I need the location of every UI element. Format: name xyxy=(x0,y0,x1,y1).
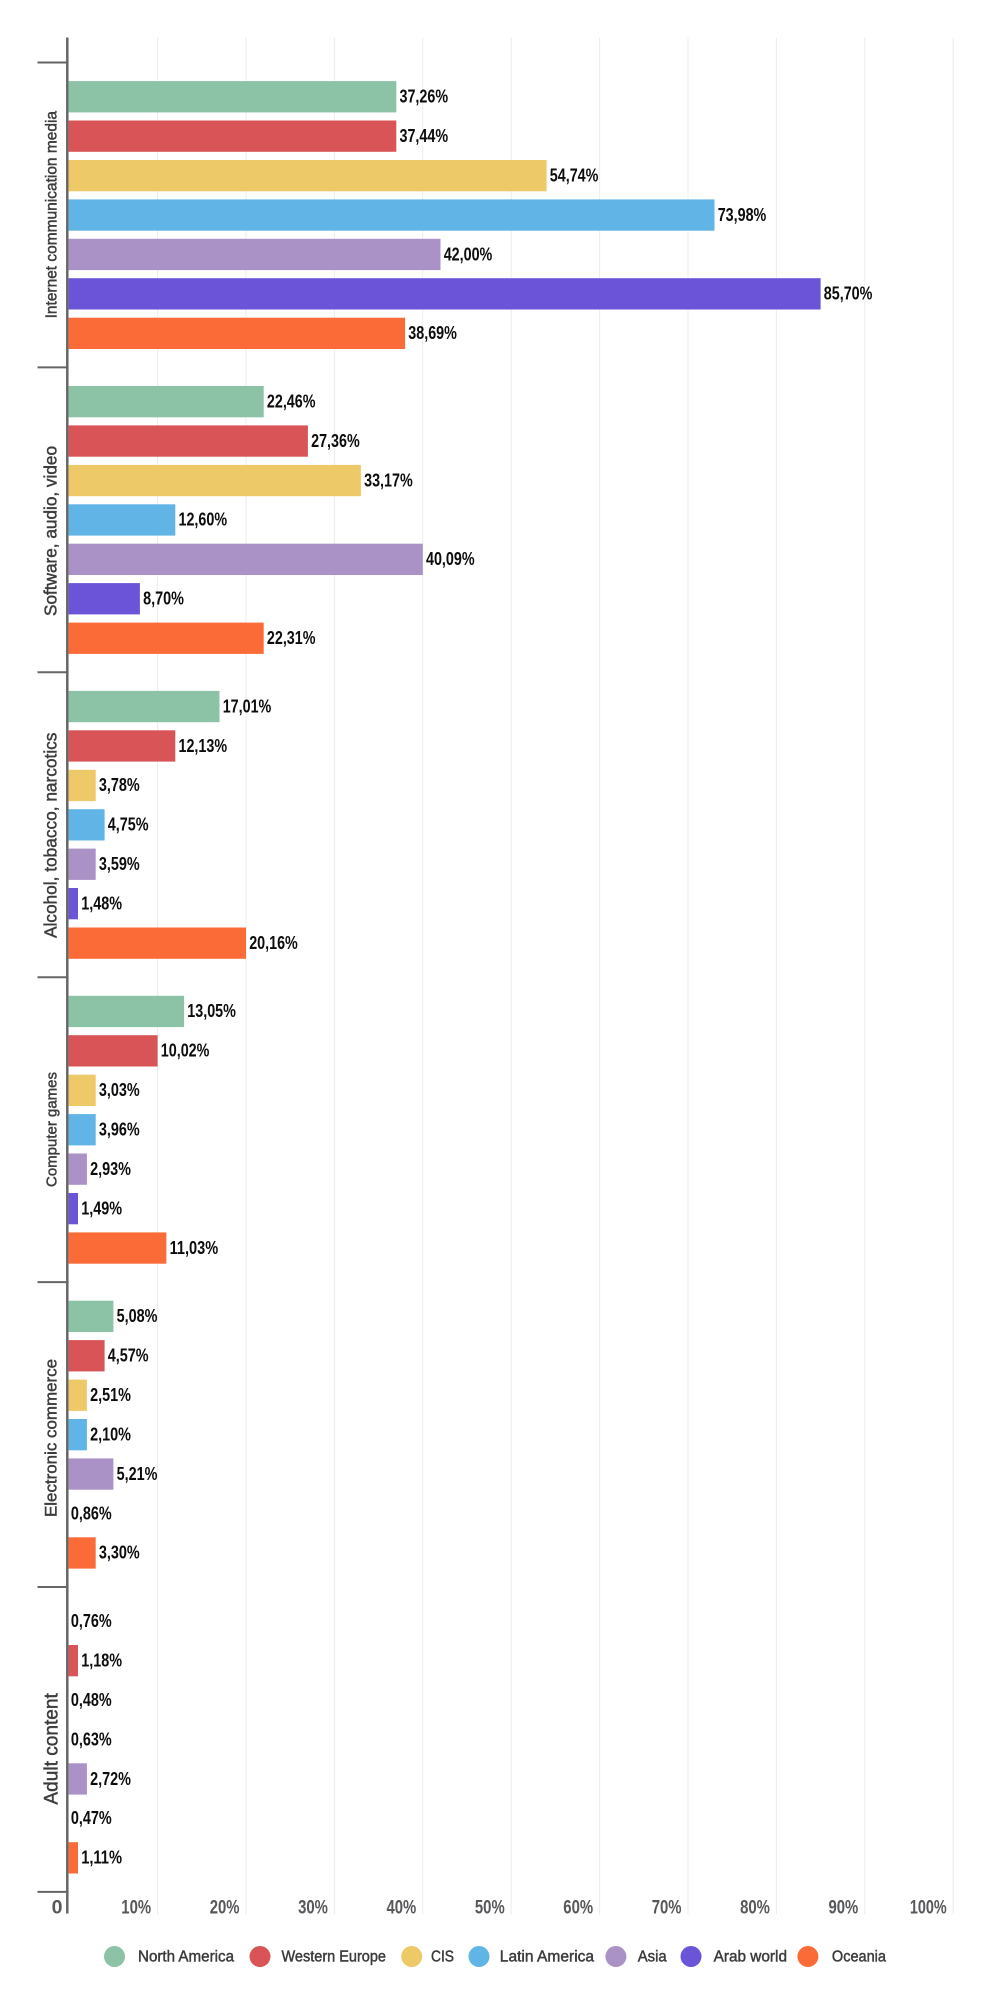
svg-text:1,48%: 1,48% xyxy=(81,893,122,914)
svg-text:0: 0 xyxy=(52,1897,63,1919)
svg-text:2,10%: 2,10% xyxy=(90,1423,131,1444)
svg-text:2,93%: 2,93% xyxy=(90,1158,131,1179)
svg-text:37,26%: 37,26% xyxy=(400,86,449,107)
svg-text:22,46%: 22,46% xyxy=(267,390,316,411)
svg-text:Software, audio, video: Software, audio, video xyxy=(41,446,61,616)
svg-text:0,76%: 0,76% xyxy=(71,1610,112,1631)
svg-text:5,21%: 5,21% xyxy=(117,1463,158,1484)
svg-text:Computer games: Computer games xyxy=(44,1072,61,1187)
svg-text:10,02%: 10,02% xyxy=(161,1040,210,1061)
svg-text:50%: 50% xyxy=(475,1898,505,1919)
svg-text:22,31%: 22,31% xyxy=(267,627,316,648)
svg-text:0,47%: 0,47% xyxy=(71,1807,112,1828)
svg-text:Western Europe: Western Europe xyxy=(282,1948,387,1965)
svg-text:11,03%: 11,03% xyxy=(170,1237,219,1258)
svg-text:40,09%: 40,09% xyxy=(426,548,475,569)
svg-text:Arab world: Arab world xyxy=(714,1948,787,1965)
svg-text:Asia: Asia xyxy=(638,1948,667,1965)
svg-text:3,03%: 3,03% xyxy=(99,1079,140,1100)
svg-text:4,75%: 4,75% xyxy=(108,814,149,835)
svg-text:12,13%: 12,13% xyxy=(179,735,228,756)
svg-text:60%: 60% xyxy=(563,1898,593,1919)
svg-text:20%: 20% xyxy=(210,1898,240,1919)
svg-text:10%: 10% xyxy=(121,1898,151,1919)
svg-text:Oceania: Oceania xyxy=(832,1948,886,1965)
svg-text:0,86%: 0,86% xyxy=(71,1502,112,1523)
svg-text:Adult content: Adult content xyxy=(42,1692,63,1804)
svg-text:80%: 80% xyxy=(740,1898,770,1919)
svg-text:5,08%: 5,08% xyxy=(117,1305,158,1326)
svg-text:12,60%: 12,60% xyxy=(179,509,228,530)
svg-text:1,18%: 1,18% xyxy=(81,1650,122,1671)
svg-text:20,16%: 20,16% xyxy=(249,932,298,953)
svg-text:90%: 90% xyxy=(829,1898,859,1919)
svg-text:Alcohol, tobacco, narcotics: Alcohol, tobacco, narcotics xyxy=(41,732,61,938)
svg-text:1,11%: 1,11% xyxy=(81,1847,122,1868)
svg-text:100%: 100% xyxy=(910,1898,947,1919)
svg-text:4,57%: 4,57% xyxy=(108,1345,149,1366)
svg-text:70%: 70% xyxy=(652,1898,682,1919)
svg-text:Latin America: Latin America xyxy=(500,1948,595,1965)
svg-text:13,05%: 13,05% xyxy=(187,1000,236,1021)
svg-text:0,63%: 0,63% xyxy=(71,1728,112,1749)
svg-text:33,17%: 33,17% xyxy=(364,469,413,490)
svg-text:8,70%: 8,70% xyxy=(143,588,184,609)
svg-text:2,72%: 2,72% xyxy=(90,1768,131,1789)
svg-text:1,49%: 1,49% xyxy=(81,1197,122,1218)
svg-text:North America: North America xyxy=(138,1948,234,1965)
svg-text:37,44%: 37,44% xyxy=(400,125,449,146)
svg-text:2,51%: 2,51% xyxy=(90,1384,131,1405)
svg-text:30%: 30% xyxy=(298,1898,328,1919)
svg-text:3,78%: 3,78% xyxy=(99,774,140,795)
svg-text:27,36%: 27,36% xyxy=(311,430,360,451)
svg-text:85,70%: 85,70% xyxy=(824,283,873,304)
svg-text:3,59%: 3,59% xyxy=(99,853,140,874)
svg-text:CIS: CIS xyxy=(431,1948,454,1965)
svg-text:42,00%: 42,00% xyxy=(444,243,493,264)
svg-text:Internet communication media: Internet communication media xyxy=(44,111,61,319)
svg-text:3,30%: 3,30% xyxy=(99,1542,140,1563)
svg-text:17,01%: 17,01% xyxy=(223,695,272,716)
svg-text:3,96%: 3,96% xyxy=(99,1119,140,1140)
svg-text:73,98%: 73,98% xyxy=(718,204,767,225)
svg-text:40%: 40% xyxy=(387,1898,417,1919)
svg-text:54,74%: 54,74% xyxy=(550,164,599,185)
svg-text:0,48%: 0,48% xyxy=(71,1689,112,1710)
svg-text:Electronic commerce: Electronic commerce xyxy=(42,1359,61,1517)
svg-text:38,69%: 38,69% xyxy=(408,322,457,343)
